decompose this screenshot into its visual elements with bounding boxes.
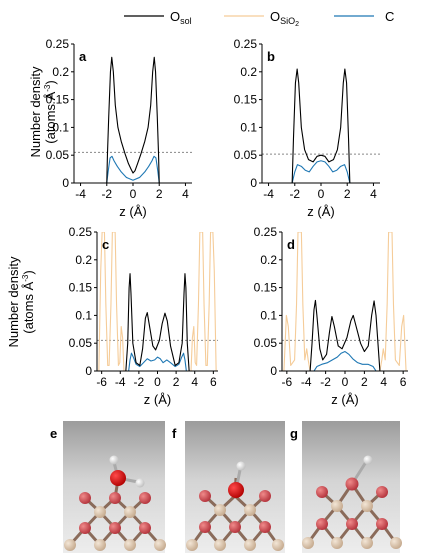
x-tick-label: 2 (361, 375, 368, 389)
legend-label-o-sol: Osol (170, 9, 192, 26)
y-axis-label-line1: Number density (28, 66, 43, 158)
x-axis-label: z (Å) (144, 392, 171, 407)
x-tick-label: 2 (156, 187, 163, 201)
y-tick-label: 0 (62, 176, 69, 190)
legend-item-c: C (334, 9, 394, 24)
x-tick-label: 0 (154, 375, 161, 389)
y-tick-label: 0.15 (46, 93, 70, 107)
legend-label-o-sio2: OSiO2 (270, 9, 299, 28)
legend: Osol OSiO2 C (124, 9, 394, 28)
y-tick-label: 0.1 (75, 308, 92, 322)
series-line-osol (291, 68, 351, 183)
surface-hydroxyl (345, 455, 373, 491)
legend-label-c: C (385, 9, 394, 24)
y-tick-label: 0.05 (46, 148, 70, 162)
x-tick-label: -4 (301, 375, 312, 389)
x-tick-label: -2 (134, 375, 145, 389)
series-line-osol (106, 56, 160, 183)
y-tick-label: 0 (85, 364, 92, 378)
x-tick-label: 4 (191, 375, 198, 389)
snapshot-label-f: f (172, 426, 177, 441)
x-tick-label: 4 (380, 375, 387, 389)
x-tick-label: -6 (96, 375, 107, 389)
y-tick-label: 0.15 (69, 281, 93, 295)
y-tick-label: 0.2 (260, 253, 277, 267)
snapshot-panel-f: f (172, 421, 285, 553)
x-tick-label: 6 (210, 375, 217, 389)
series-line-c (106, 155, 160, 183)
y-axis-label-line2: (atoms Å-3) (21, 270, 36, 333)
x-tick-label: 4 (182, 187, 189, 201)
chart-panel-d: 00.050.10.150.20.25-6 -4 -2 0 2 4 6z (Å)d (254, 225, 408, 407)
y-tick-label: 0.1 (52, 120, 69, 134)
series-line-osio2 (283, 232, 407, 371)
y-tick-label: 0.25 (69, 225, 93, 239)
x-tick-label: -4 (75, 187, 86, 201)
panel-label: a (79, 49, 87, 64)
silica-atoms (64, 492, 166, 551)
x-axis-label: z (Å) (331, 392, 358, 407)
snapshot-panel-g: g (290, 421, 402, 553)
chart-panel-b: 0 0.05 0.1 0.15 0.2 0.25 -4 -2 0 2 4 z (Å) b (234, 37, 380, 219)
y-tick-label: 0.05 (254, 336, 278, 350)
y-tick-label: 0.1 (260, 308, 277, 322)
y-tick-label: 0.25 (234, 37, 258, 51)
y-tick-label: 0.25 (46, 37, 70, 51)
x-tick-label: 2 (344, 187, 351, 201)
x-tick-label: 6 (400, 375, 407, 389)
y-tick-label: 0.25 (254, 225, 278, 239)
y-axis-label-top: Number density (atoms Å-3) (28, 66, 58, 158)
panel-label: c (102, 237, 109, 252)
y-tick-label: 0.2 (240, 65, 257, 79)
y-axis-label-line2: (atoms Å-3) (43, 80, 58, 143)
y-tick-label: 0.15 (234, 93, 258, 107)
y-tick-label: 0.2 (52, 65, 69, 79)
y-axis-label-bottom: Number density (atoms Å-3) (6, 256, 36, 348)
silica-atoms (302, 486, 402, 549)
silica-atoms (186, 490, 284, 551)
x-tick-label: -2 (289, 187, 300, 201)
hydroxyl-fragment (228, 461, 246, 498)
snapshot-label-g: g (290, 426, 298, 441)
x-tick-label: -6 (282, 375, 293, 389)
snapshot-label-e: e (50, 426, 57, 441)
x-axis-label: z (Å) (307, 204, 334, 219)
snapshot-panel-e: e (50, 421, 166, 553)
y-tick-label: 0.15 (254, 281, 278, 295)
series-line-c (128, 352, 187, 371)
x-tick-label: 0 (342, 375, 349, 389)
x-tick-label: -4 (115, 375, 126, 389)
series-line-osol (309, 299, 381, 371)
chart-panel-c: 00.050.10.150.20.25-6 -4 -2 0 2 4 6z (Å)c (69, 225, 218, 407)
x-tick-label: -4 (263, 187, 274, 201)
x-tick-label: 4 (370, 187, 377, 201)
chart-panel-a: 0 0.05 0.1 0.15 0.2 0.25 -4 -2 0 2 4 z (Å) a (46, 37, 192, 219)
x-tick-label: -2 (320, 375, 331, 389)
panel-label: b (267, 49, 275, 64)
y-tick-label: 0.05 (234, 148, 258, 162)
y-tick-label: 0 (270, 364, 277, 378)
x-axis-label: z (Å) (119, 204, 146, 219)
y-tick-label: 0.2 (75, 253, 92, 267)
legend-item-o-sol: Osol (124, 9, 192, 26)
series-line-osio2 (98, 232, 217, 371)
series-line-c (291, 160, 351, 183)
y-tick-label: 0.1 (240, 120, 257, 134)
series-line-c (313, 350, 377, 371)
series-line-osol (125, 273, 190, 371)
panel-label: d (287, 237, 295, 252)
x-tick-label: -2 (101, 187, 112, 201)
x-tick-label: 0 (130, 187, 137, 201)
x-tick-label: 0 (318, 187, 325, 201)
legend-item-o-sio2: OSiO2 (224, 9, 299, 28)
water-fragment (109, 455, 145, 488)
y-axis-label-line1: Number density (6, 256, 21, 348)
y-tick-label: 0 (250, 176, 257, 190)
y-tick-label: 0.05 (69, 336, 93, 350)
x-tick-label: 2 (173, 375, 180, 389)
